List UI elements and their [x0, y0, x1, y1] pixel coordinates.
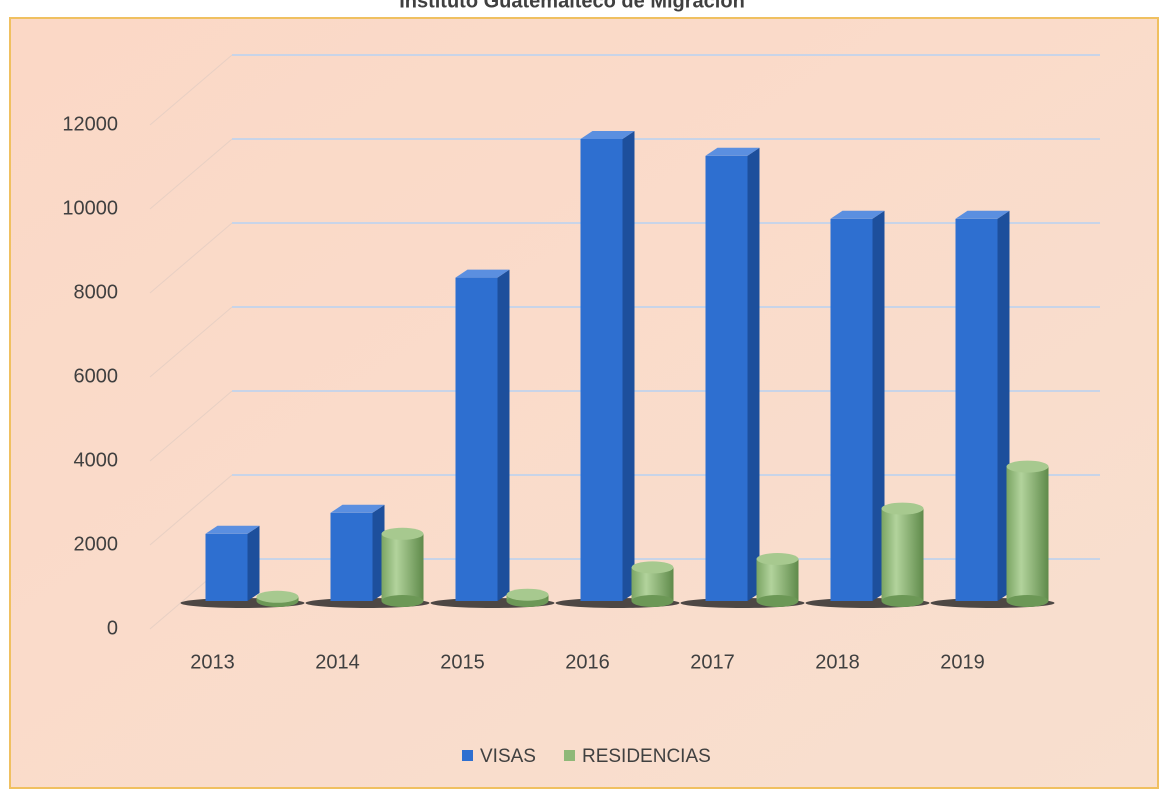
legend-swatch [563, 750, 575, 761]
legend-label: RESIDENCIAS [582, 746, 711, 767]
bar-front [580, 139, 623, 601]
cyl-top [631, 561, 674, 574]
y-tick-label: 8000 [74, 281, 119, 303]
bar [330, 504, 385, 601]
cyl-base [381, 595, 424, 607]
cyl-top [881, 502, 924, 515]
bar-top [330, 504, 385, 513]
bar-front [205, 533, 248, 601]
cyl-body [381, 533, 424, 601]
bar-front [830, 218, 873, 602]
x-tick-label: 2016 [565, 651, 610, 673]
cyl-top [756, 553, 799, 565]
bar-side [872, 210, 885, 602]
bar-side [747, 147, 760, 602]
cyl-body [756, 559, 799, 601]
y-tick-label: 12000 [62, 113, 118, 135]
y-tick-label: 6000 [74, 365, 119, 387]
x-tick-label: 2019 [940, 651, 985, 673]
legend-swatch [462, 750, 473, 761]
grid-wall [149, 138, 233, 210]
bar-top [705, 147, 760, 156]
bar [756, 553, 799, 607]
bar [830, 210, 885, 602]
bar [955, 210, 1010, 602]
bar-top [455, 269, 510, 278]
cyl-top [1006, 460, 1049, 473]
bar [205, 525, 260, 601]
bar-top [955, 210, 1010, 219]
cyl-top [506, 588, 549, 601]
cyl-top [256, 590, 299, 603]
bar [881, 502, 924, 607]
y-tick-label: 10000 [62, 197, 118, 219]
top-strip [0, 0, 1164, 10]
bar-side [497, 269, 510, 601]
bar-side [247, 525, 260, 601]
grid-wall [149, 390, 233, 462]
bar-side [622, 131, 635, 601]
chart-title: Instituto Guatemalteco de Migración [399, 0, 745, 12]
bar-front [705, 155, 748, 602]
cyl-body [1006, 466, 1049, 601]
bar-top [830, 210, 885, 219]
bar [455, 269, 510, 601]
grid-wall [149, 222, 233, 294]
cyl-base [631, 595, 674, 607]
grid-wall [149, 54, 233, 126]
bar-top [580, 131, 635, 139]
cyl-base [1006, 595, 1049, 607]
cyl-base [756, 595, 799, 607]
bar [506, 588, 549, 607]
x-tick-label: 2018 [815, 651, 860, 673]
x-tick-label: 2017 [690, 651, 735, 673]
legend-label: VISAS [480, 746, 536, 767]
bar-front [330, 512, 373, 601]
x-tick-label: 2013 [190, 651, 235, 673]
cyl-top [381, 527, 424, 540]
x-tick-label: 2015 [440, 651, 485, 673]
y-tick-label: 4000 [74, 449, 119, 471]
x-tick-label: 2014 [315, 651, 360, 673]
bar [381, 527, 424, 607]
bar-front [955, 218, 998, 602]
y-tick-label: 0 [107, 617, 118, 639]
bar [256, 590, 299, 607]
bar [580, 131, 635, 601]
y-tick-label: 2000 [74, 533, 119, 555]
bar-front [455, 277, 498, 601]
bar [631, 561, 674, 607]
bar [1006, 460, 1049, 607]
grid-wall [149, 306, 233, 378]
bar [705, 147, 760, 602]
grid-wall [149, 474, 233, 546]
bar-top [205, 525, 260, 534]
cyl-body [881, 508, 924, 601]
cyl-base [881, 595, 924, 607]
